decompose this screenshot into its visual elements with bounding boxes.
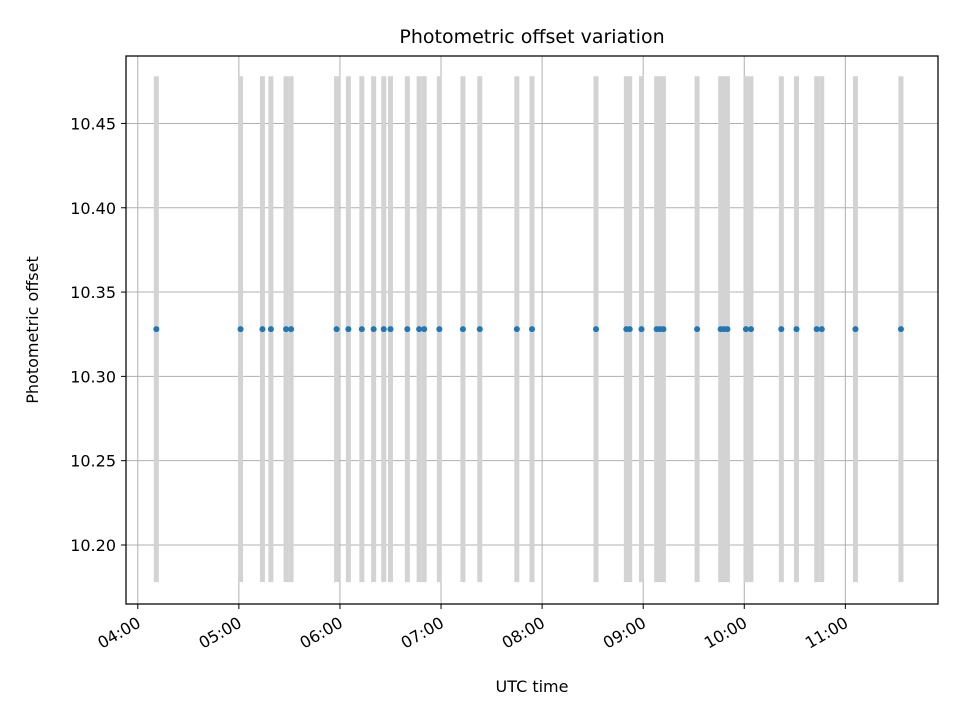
data-point [897,326,904,333]
data-point [778,326,785,333]
data-point [793,326,800,333]
data-point [459,326,466,333]
data-point [416,326,423,333]
data-point [694,326,701,333]
y-axis-label: Photometric offset [23,256,42,404]
x-tick-label: 06:00 [297,613,346,653]
data-point [387,326,394,333]
data-point [742,326,749,333]
data-point [370,326,377,333]
y-axis-ticks: 10.20 10.25 10.30 10.35 10.40 10.45 [70,114,126,555]
data-point [529,326,535,333]
data-point [404,326,411,333]
y-tick-label: 10.20 [70,536,116,555]
data-point [153,326,160,333]
x-tick-label: 07:00 [398,613,447,653]
x-tick-label: 11:00 [802,613,851,653]
data-point [237,326,244,333]
y-tick-label: 10.25 [70,452,116,471]
data-point [267,326,274,333]
data-point [476,326,483,333]
x-axis-label: UTC time [496,677,569,696]
data-point [380,326,387,333]
x-tick-label: 08:00 [499,613,548,653]
data-point [358,326,365,333]
data-point [259,326,266,333]
data-point [436,326,443,333]
data-point [852,326,859,333]
y-tick-label: 10.30 [70,367,116,386]
data-point [724,326,731,333]
data-point [660,326,667,333]
data-point [748,326,755,333]
y-tick-label: 10.35 [70,283,116,302]
data-point [513,326,520,333]
chart-title: Photometric offset variation [399,26,664,48]
y-tick-label: 10.40 [70,199,116,218]
data-point [813,326,820,333]
x-tick-label: 10:00 [701,613,750,653]
data-point [626,326,633,333]
data-point [288,326,295,333]
data-point [593,326,600,333]
data-point [283,326,290,333]
x-tick-label: 05:00 [195,613,244,653]
x-tick-label: 04:00 [94,613,143,653]
data-points [153,326,904,333]
plot-frame [125,55,939,605]
x-axis-ticks: 04:00 05:00 06:00 07:00 08:00 09:00 10:00 11:00 [94,604,851,653]
data-point [345,326,352,333]
data-point [421,326,428,333]
x-tick-label: 09:00 [600,613,649,653]
y-tick-label: 10.45 [70,114,116,133]
data-point [818,326,825,333]
data-point [333,326,340,333]
data-point [638,326,645,333]
